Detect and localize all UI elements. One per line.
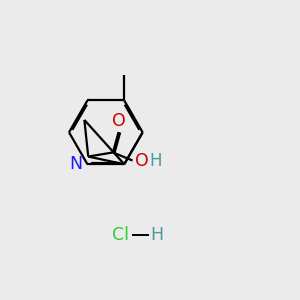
Text: H: H [150,152,162,169]
Text: N: N [69,155,82,173]
Text: O: O [136,152,149,169]
Text: O: O [112,112,125,130]
Text: H: H [150,226,163,244]
Text: Cl: Cl [112,226,129,244]
